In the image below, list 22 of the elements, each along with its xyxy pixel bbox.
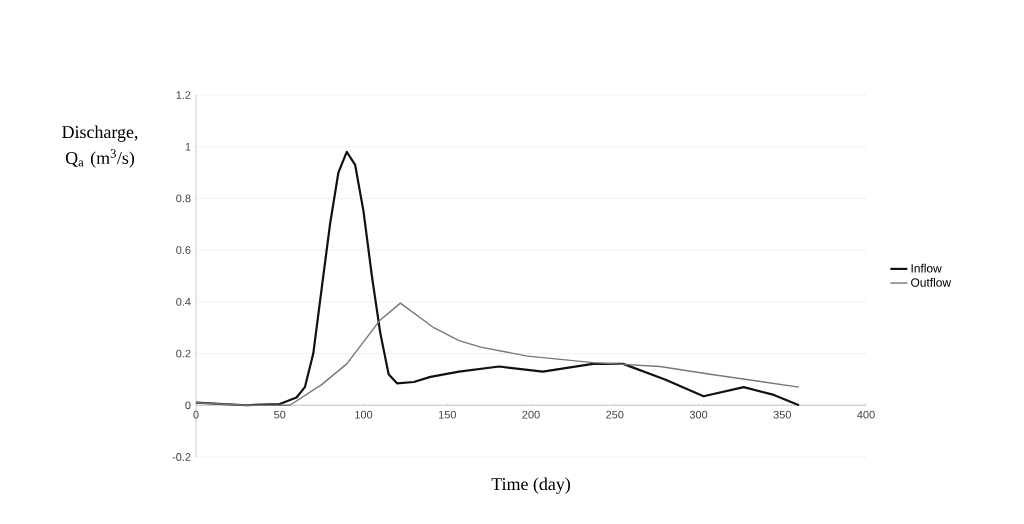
y-tick-label: 1.2	[176, 91, 191, 99]
x-tick-label: 100	[355, 410, 373, 419]
x-tick-label: 300	[689, 410, 708, 419]
x-tick-label: 400	[857, 410, 875, 419]
x-tick-label: 350	[773, 410, 791, 419]
x-axis-title: Time (day)	[491, 477, 570, 494]
x-tick-label: 50	[274, 410, 286, 419]
y-axis-title: Discharge, Q$_{a}$ (m$^{3}$/s)	[62, 125, 138, 168]
y-tick-label: 0.2	[176, 349, 191, 358]
y-tick-label: 0.8	[176, 194, 191, 203]
legend-label: Inflow	[911, 263, 942, 273]
legend-label: Outflow	[911, 277, 952, 287]
x-tick-label: 250	[606, 410, 624, 419]
y-tick-label: 0.4	[176, 297, 191, 306]
y-tick-label: -0.2	[172, 453, 191, 461]
x-tick-label: 0	[193, 410, 199, 419]
y-tick-label: 0.6	[176, 246, 191, 255]
y-tick-label: 0	[185, 401, 191, 410]
x-tick-label: 150	[438, 410, 456, 419]
y-tick-label: 1	[185, 142, 191, 151]
line-series	[196, 150, 801, 407]
x-tick-label: 200	[522, 410, 540, 419]
